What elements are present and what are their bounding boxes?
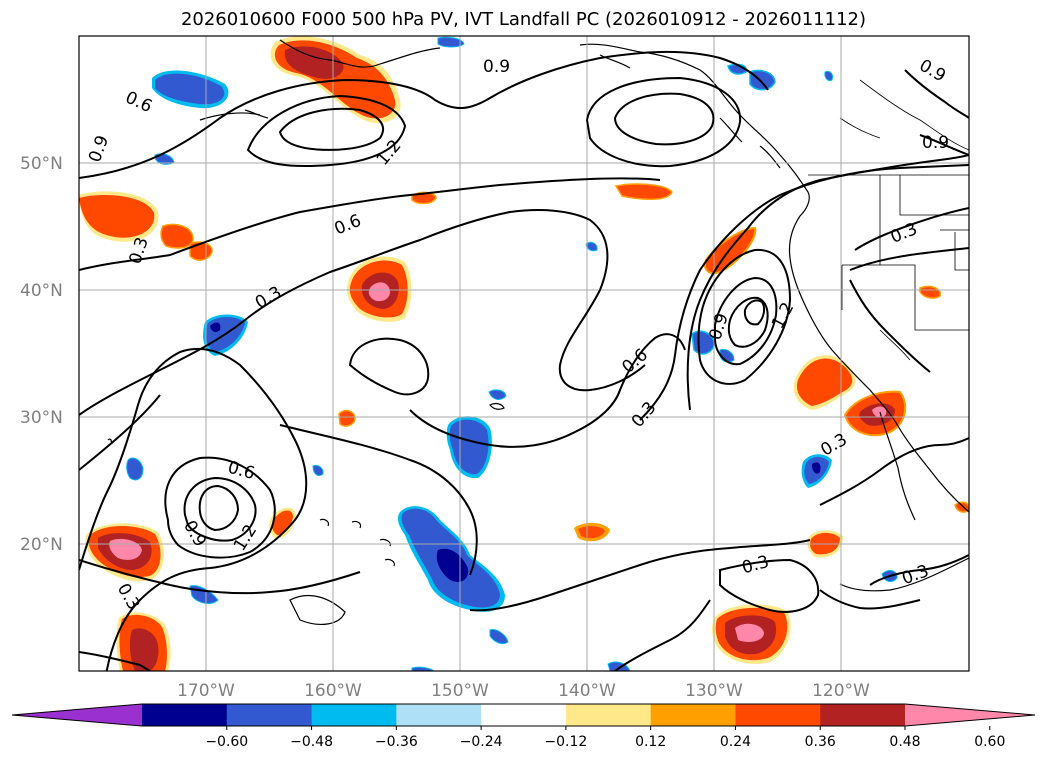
- colorbar-ticks: −0.60 −0.48 −0.36 −0.24 −0.12 0.12 0.24 0.36 0.4…: [205, 726, 1005, 750]
- colorbar-segment: [565, 704, 652, 726]
- colorbar-tick-label: 0.12: [635, 734, 666, 750]
- colorbar-tick-label: 0.36: [805, 734, 836, 750]
- contour-layer: [79, 50, 969, 671]
- lon-label-120w: 120°W: [812, 681, 870, 701]
- lat-label-30n: 30°N: [20, 408, 63, 428]
- colorbar-tick-label: −0.24: [460, 734, 503, 750]
- colorbar-tick-label: −0.48: [290, 734, 333, 750]
- lon-label-170w: 170°W: [177, 681, 235, 701]
- lon-label-160w: 160°W: [304, 681, 362, 701]
- positive-anomaly-sw: [85, 523, 171, 671]
- colorbar-extend-min: [12, 704, 142, 726]
- colorbar-extend-max: [905, 704, 1035, 726]
- colorbar-segment: [142, 704, 228, 726]
- colorbar-segment: [820, 704, 906, 726]
- colorbar-tick-label: 0.48: [889, 734, 920, 750]
- border-layer: [808, 79, 969, 361]
- colorbar-segment: [481, 704, 567, 726]
- colorbar-tick-label: −0.36: [375, 734, 418, 750]
- colorbar-segment: [226, 704, 313, 726]
- colorbar-tick-label: 0.60: [974, 734, 1005, 750]
- lon-labels: 170°W 160°W 150°W 140°W 130°W 120°W: [177, 681, 870, 701]
- colorbar-segment: [735, 704, 821, 726]
- colorbar-segment: [650, 704, 736, 726]
- map-frame: [78, 35, 970, 672]
- lat-label-40n: 40°N: [20, 281, 63, 301]
- colorbar-outline: [11, 703, 1036, 727]
- lon-label-150w: 150°W: [431, 681, 489, 701]
- lat-label-50n: 50°N: [20, 154, 63, 174]
- colorbar: −0.60 −0.48 −0.36 −0.24 −0.12 0.12 0.24 0.36 0.4…: [11, 703, 1036, 750]
- lon-label-130w: 130°W: [685, 681, 743, 701]
- contour-label: 0.9: [483, 57, 510, 77]
- colorbar-segment: [311, 704, 397, 726]
- contour-label: 0.9: [922, 133, 949, 153]
- map-title: 2026010600 F000 500 hPa PV, IVT Landfall…: [180, 9, 867, 30]
- positive-anomaly-central: [269, 183, 673, 542]
- map-panel[interactable]: 0.9 0.6 0.9 1.2 0.9 0.9 0.6 0.3 0.3 0.3 …: [78, 35, 970, 680]
- lat-label-20n: 20°N: [20, 535, 63, 555]
- colorbar-segment: [396, 704, 482, 726]
- colorbar-tick-label: −0.60: [205, 734, 248, 750]
- colorbar-tick-label: −0.12: [544, 734, 587, 750]
- colorbar-segments: [11, 703, 1036, 727]
- gridlines: [79, 36, 969, 671]
- lon-label-140w: 140°W: [558, 681, 616, 701]
- positive-anomaly-west: [79, 191, 213, 261]
- colorbar-tick-label: 0.24: [720, 734, 751, 750]
- lat-labels: 50°N 40°N 30°N 20°N: [20, 154, 63, 555]
